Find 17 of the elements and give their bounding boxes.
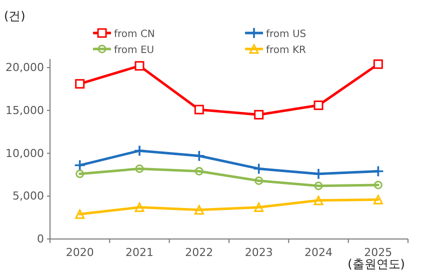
y-tick-label: 5,000	[12, 190, 44, 203]
x-tick-label: 2025	[364, 246, 392, 259]
x-axis-title: (출원연도)	[348, 257, 405, 271]
x-tick-label: 2023	[244, 246, 273, 259]
x-tick-label: 2021	[126, 246, 154, 259]
y-tick-label: 0	[37, 232, 44, 246]
x-tick-label: 2024	[304, 246, 332, 259]
legend-label: from EU	[114, 45, 154, 56]
y-tick-label: 15,000	[6, 104, 44, 117]
legend-label: from US	[266, 29, 306, 40]
y-tick-label: 10,000	[6, 146, 44, 160]
y-axis-title: (건)	[4, 9, 26, 23]
legend-label: from CN	[114, 29, 155, 40]
x-tick-label: 2020	[66, 246, 94, 259]
legend-label: from KR	[266, 45, 306, 56]
y-tick-label: 20,000	[6, 61, 44, 74]
x-tick-label: 2022	[185, 246, 214, 259]
